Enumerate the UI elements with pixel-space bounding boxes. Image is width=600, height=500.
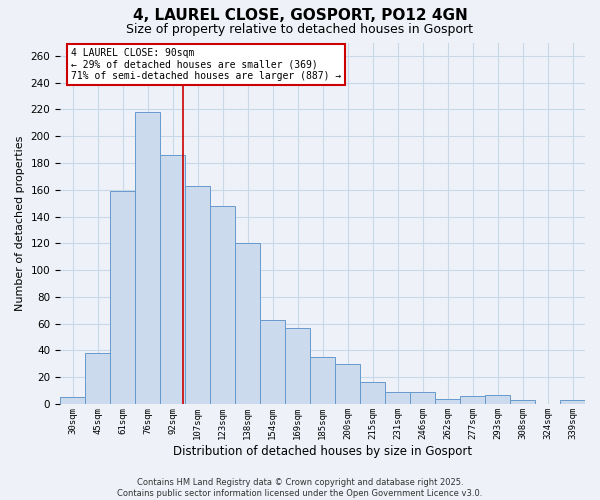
Bar xyxy=(285,328,310,404)
Text: 4 LAUREL CLOSE: 90sqm
← 29% of detached houses are smaller (369)
71% of semi-det: 4 LAUREL CLOSE: 90sqm ← 29% of detached … xyxy=(71,48,341,81)
Bar xyxy=(485,394,510,404)
Bar xyxy=(335,364,360,404)
Bar xyxy=(560,400,585,404)
Bar xyxy=(360,382,385,404)
Bar xyxy=(510,400,535,404)
Bar xyxy=(135,112,160,404)
Bar xyxy=(435,398,460,404)
Bar xyxy=(110,191,135,404)
Bar xyxy=(260,320,285,404)
Bar xyxy=(60,397,85,404)
Bar xyxy=(235,244,260,404)
Bar xyxy=(210,206,235,404)
Bar xyxy=(310,357,335,404)
Y-axis label: Number of detached properties: Number of detached properties xyxy=(15,136,25,311)
Bar xyxy=(410,392,435,404)
Text: Contains HM Land Registry data © Crown copyright and database right 2025.
Contai: Contains HM Land Registry data © Crown c… xyxy=(118,478,482,498)
X-axis label: Distribution of detached houses by size in Gosport: Distribution of detached houses by size … xyxy=(173,444,472,458)
Text: Size of property relative to detached houses in Gosport: Size of property relative to detached ho… xyxy=(127,22,473,36)
Bar xyxy=(185,186,210,404)
Bar xyxy=(85,353,110,404)
Bar xyxy=(385,392,410,404)
Bar xyxy=(460,396,485,404)
Text: 4, LAUREL CLOSE, GOSPORT, PO12 4GN: 4, LAUREL CLOSE, GOSPORT, PO12 4GN xyxy=(133,8,467,22)
Bar xyxy=(160,155,185,404)
